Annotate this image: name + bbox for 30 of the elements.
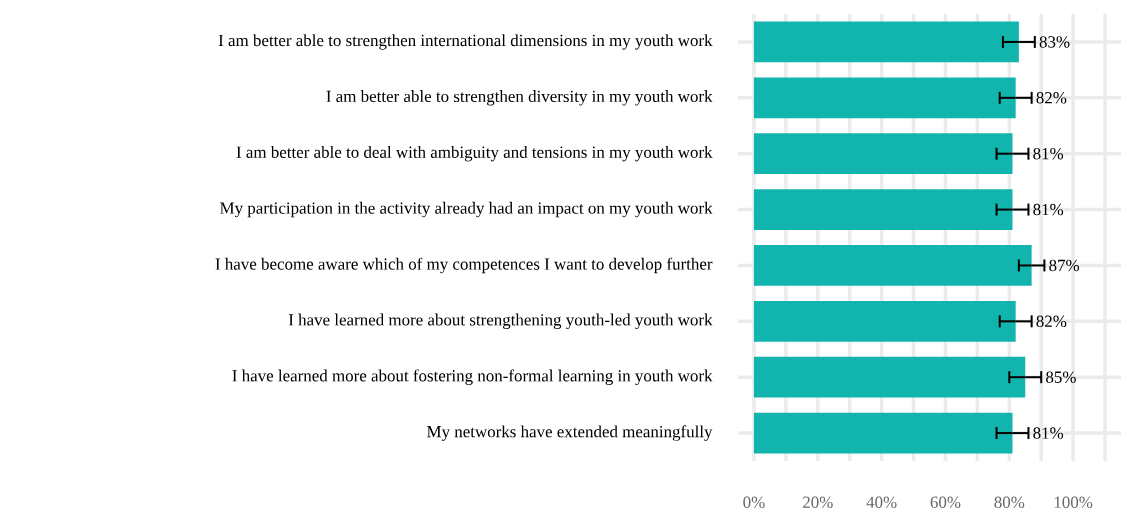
data-label: 83% — [1039, 36, 1070, 48]
data-label: 87% — [1049, 259, 1080, 272]
y-tick-label: My networks have extended meaningfully — [427, 425, 713, 441]
bar — [753, 77, 1016, 119]
y-tick-label: I have learned more about fostering non-formal learning in youth work — [232, 369, 713, 385]
y-tick-label: I am better able to strengthen international dimensions in my youth work — [218, 34, 713, 50]
bar — [753, 412, 1013, 454]
data-label: 82% — [1036, 315, 1067, 328]
x-tick-label: 40% — [866, 496, 897, 509]
x-tick-label: 20% — [803, 496, 833, 509]
y-tick-label: My participation in the activity already had an impact on my youth work — [220, 201, 713, 218]
data-label: 81% — [1033, 427, 1064, 439]
bar — [753, 21, 1019, 63]
x-tick-label: 60% — [930, 496, 961, 509]
bar — [753, 356, 1026, 398]
bar — [753, 133, 1013, 175]
y-tick-label: I am better able to deal with ambiguity and tensions in my youth work — [236, 145, 713, 162]
y-tick-label: I have become aware which of my competences I want to develop further — [215, 257, 713, 274]
x-tick-label: 80% — [994, 496, 1025, 509]
bar — [753, 189, 1013, 230]
bar — [753, 245, 1032, 286]
data-label: 81% — [1033, 147, 1064, 160]
data-label: 85% — [1046, 371, 1076, 383]
x-tick-label: 0% — [743, 496, 765, 509]
data-label: 82% — [1036, 92, 1067, 104]
y-tick-label: I am better able to strengthen diversity in my youth work — [326, 90, 713, 106]
x-tick-label: 100% — [1054, 496, 1093, 509]
y-tick-label: I have learned more about strengthening youth-led youth work — [288, 313, 713, 330]
data-label: 81% — [1033, 203, 1064, 216]
bar — [753, 300, 1016, 342]
